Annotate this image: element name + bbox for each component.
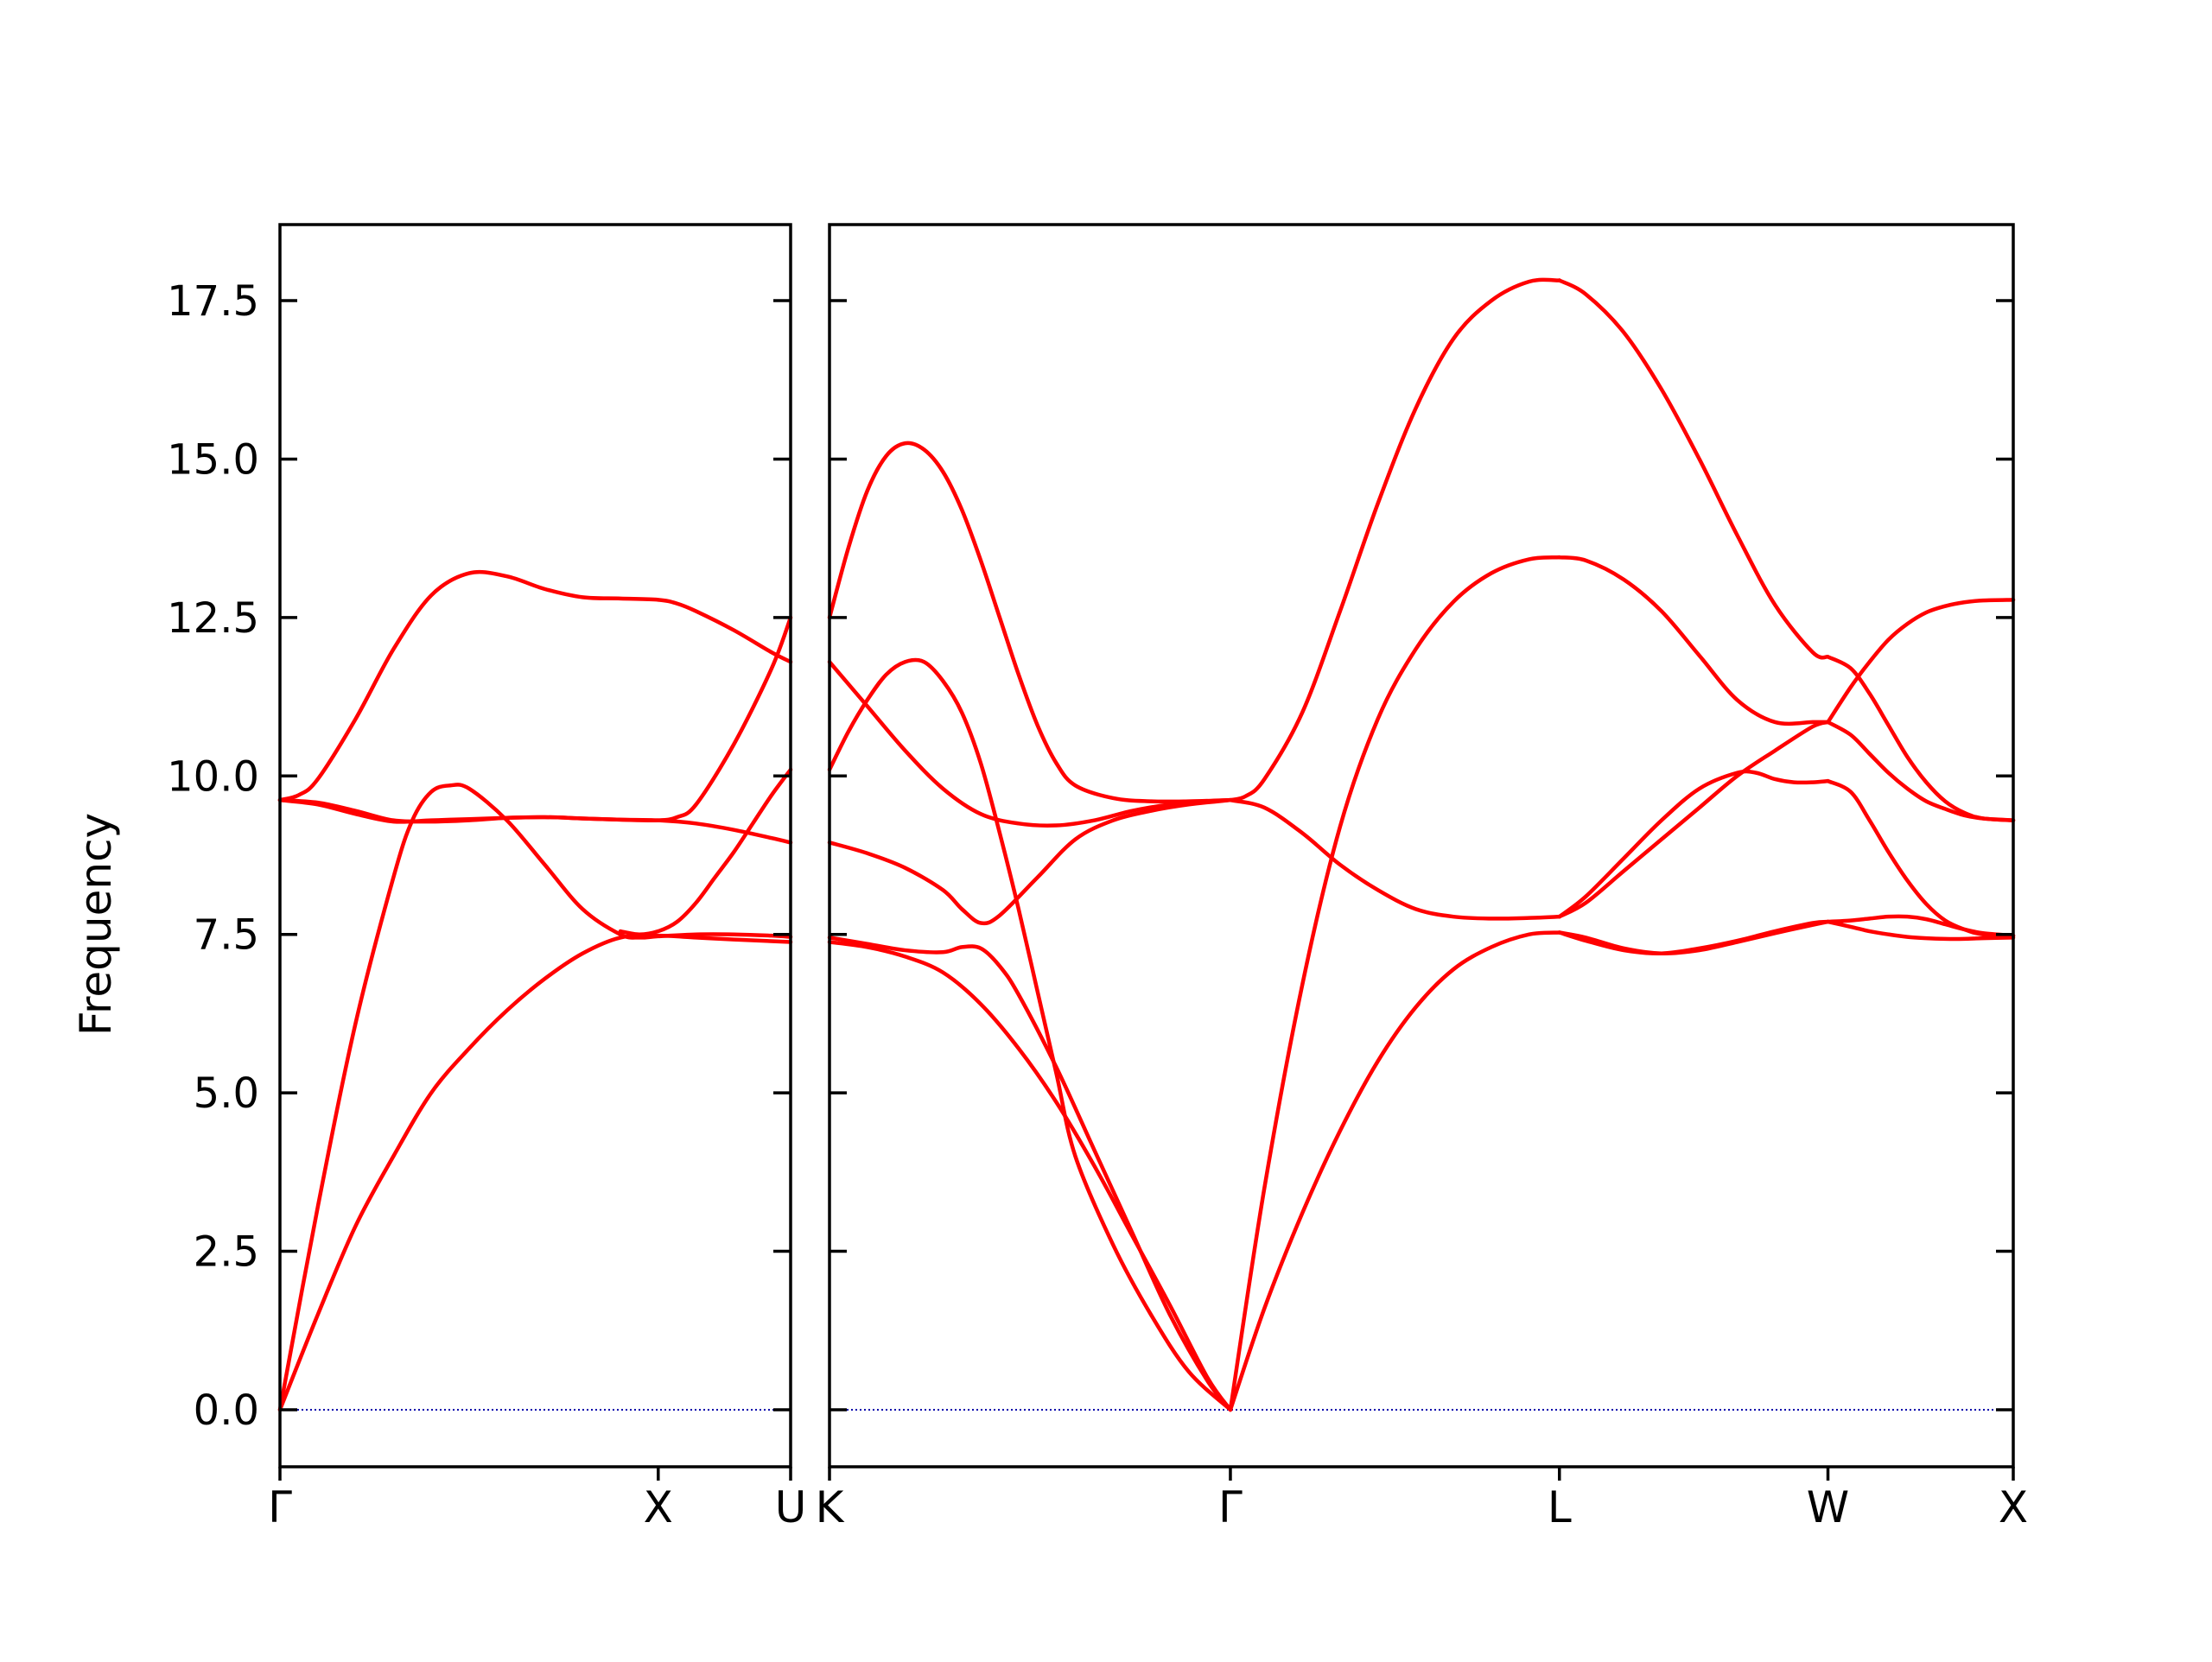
band-line-panel-1-2 (277, 783, 793, 1412)
y-tick-label-2: 5.0 (194, 1069, 259, 1118)
band-line-panel-1-4 (277, 569, 793, 802)
band-line-panel-2-16 (1557, 278, 1830, 660)
band-line-panel-1-6 (618, 767, 793, 936)
band-line-panel-2-13 (1557, 769, 1830, 919)
band-line-panel-2-4 (827, 659, 1233, 828)
tick-marks (278, 299, 2015, 1481)
x-tick-label-panel-2-2: L (1548, 1482, 1572, 1532)
x-tick-label-panel-1-0: Γ (268, 1482, 292, 1532)
x-tick-label-panel-1-1: X (644, 1482, 673, 1532)
band-lines (277, 277, 2016, 1412)
x-tick-label-panel-2-4: X (1999, 1482, 2028, 1532)
axes-frame-panel-2 (828, 223, 2015, 1469)
y-tick-label-3: 7.5 (194, 911, 259, 960)
x-tick-label-panel-2-1: Γ (1218, 1482, 1243, 1532)
band-line-panel-2-1 (827, 940, 1233, 1412)
band-line-panel-2-21 (1826, 655, 2016, 822)
band-line-panel-2-6 (827, 441, 1233, 804)
y-tick-label-1: 2.5 (194, 1228, 259, 1277)
axes-frames (278, 223, 2015, 1469)
band-line-panel-2-15 (1557, 555, 1830, 726)
band-line-panel-2-7 (1228, 930, 1562, 1412)
y-tick-label-7: 17.5 (167, 277, 259, 326)
band-line-panel-2-22 (1826, 598, 2016, 725)
band-line-panel-1-1 (277, 933, 793, 1412)
y-tick-label-6: 15.0 (167, 435, 259, 484)
tick-labels: Γ X U K Γ L W X 0.0 2.5 5.0 7.5 10.0 12.5 15.0 17.5 (167, 277, 2028, 1532)
band-line-panel-2-5 (827, 657, 1233, 1412)
y-axis-label: Frequency (71, 813, 121, 1036)
x-tick-label-panel-1-2: U (775, 1482, 807, 1532)
band-line-panel-2-3 (827, 797, 1233, 926)
band-line-panel-2-20 (1826, 720, 2016, 822)
band-line-panel-2-9 (1228, 797, 1562, 921)
y-tick-label-5: 12.5 (167, 594, 259, 643)
axes-frame-panel-1 (278, 223, 792, 1469)
band-line-panel-2-19 (1826, 778, 2016, 938)
band-line-panel-2-2 (827, 936, 1233, 1412)
x-tick-label-panel-2-3: W (1807, 1482, 1849, 1532)
y-tick-label-4: 10.0 (167, 752, 259, 801)
x-tick-label-panel-2-0: K (816, 1482, 845, 1532)
band-line-panel-2-8 (1228, 555, 1562, 1412)
band-line-panel-2-11 (1557, 919, 1830, 956)
band-line-panel-2-14 (1557, 720, 1830, 919)
y-tick-label-0: 0.0 (194, 1386, 259, 1435)
band-line-panel-2-18 (1826, 919, 2016, 942)
band-line-panel-2-10 (1228, 277, 1562, 802)
band-line-panel-1-5 (277, 797, 793, 845)
band-line-panel-2-12 (1557, 919, 1830, 956)
